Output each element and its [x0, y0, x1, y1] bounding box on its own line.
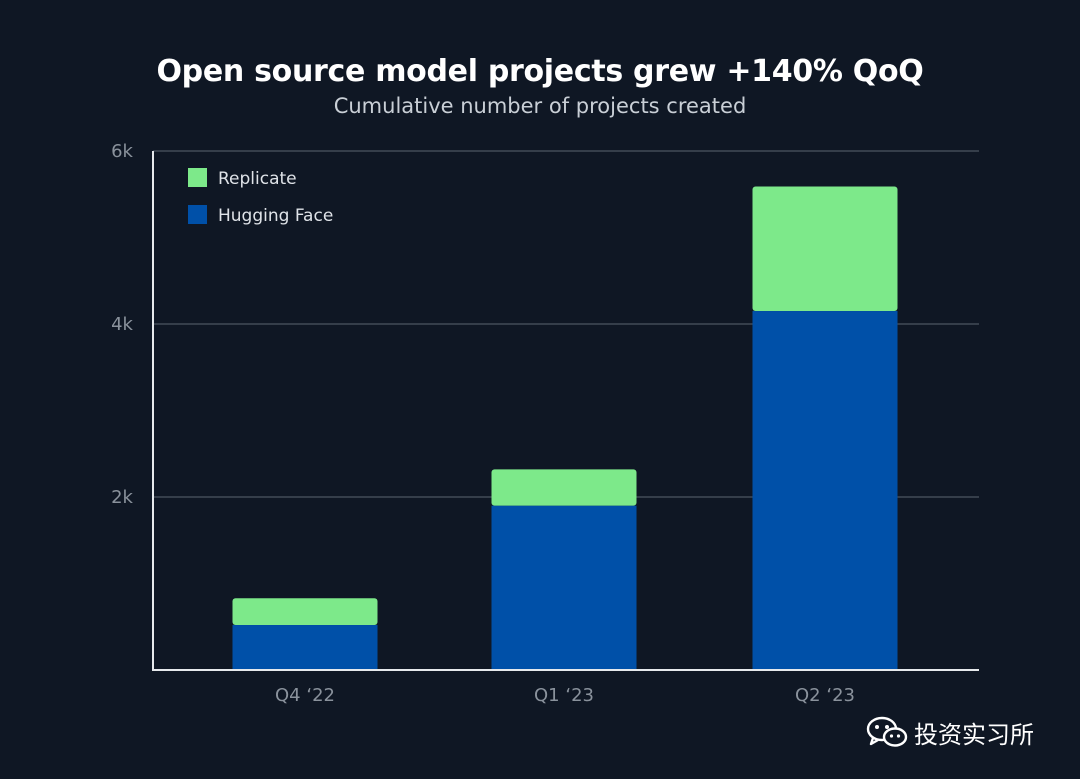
chart-subtitle: Cumulative number of projects created [333, 94, 747, 118]
bar-hugging-face [232, 625, 378, 670]
x-tick-label: Q2 ‘23 [795, 685, 855, 706]
legend: Replicate Hugging Face [188, 168, 333, 226]
y-tick-label: 6k [111, 141, 133, 162]
wechat-icon [866, 716, 908, 747]
bar-hugging-face [752, 311, 898, 670]
watermark: 投资实习所 [866, 712, 1034, 752]
watermark-text: 投资实习所 [914, 720, 1034, 749]
y-tick-label: 2k [111, 487, 133, 508]
bar-replicate [491, 469, 637, 506]
x-tick-label: Q1 ‘23 [534, 685, 594, 706]
chart-title: Open source model projects grew +140% Qo… [156, 54, 924, 89]
x-tick-label: Q4 ‘22 [275, 685, 335, 706]
bars-layer [232, 186, 898, 670]
bar-hugging-face [491, 505, 637, 670]
y-tick-label: 4k [111, 314, 133, 335]
legend-swatch [188, 168, 207, 187]
axes-layer: 2k 4k 6k Q4 ‘22 Q1 ‘23 Q2 ‘23 [111, 141, 979, 706]
legend-label: Replicate [218, 169, 297, 189]
bar-replicate [752, 186, 898, 312]
legend-swatch [188, 205, 207, 224]
legend-label: Hugging Face [218, 206, 333, 226]
bar-replicate [232, 598, 378, 626]
